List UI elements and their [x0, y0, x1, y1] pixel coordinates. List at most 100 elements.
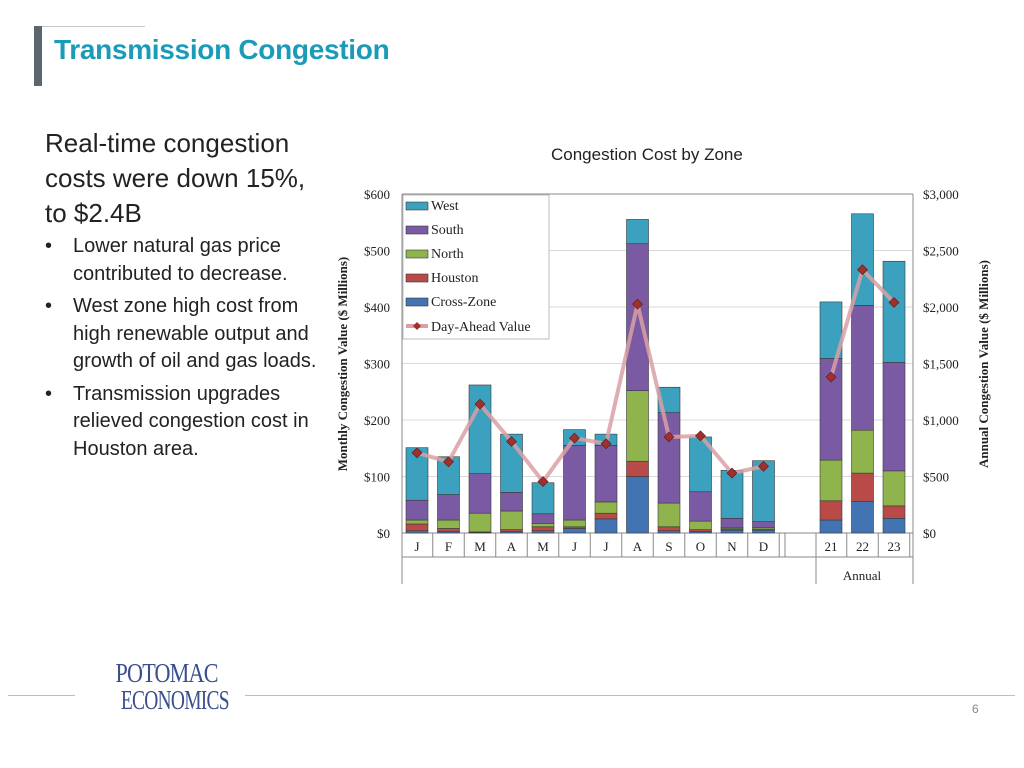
- bar-segment-houston: [594, 512, 618, 520]
- month-tick-label: M: [474, 539, 486, 554]
- bar-segment-cross-zone: [563, 528, 586, 534]
- month-tick-label: A: [507, 539, 517, 554]
- bar-segment-cross-zone: [626, 476, 649, 534]
- bar-segment-cross-zone: [531, 530, 555, 534]
- legend-label: West: [431, 199, 459, 214]
- month-tick-label: F: [445, 539, 452, 554]
- bar-segment-houston: [531, 526, 555, 532]
- legend-label: Cross-Zone: [431, 295, 496, 310]
- left-tick-label: $0: [377, 526, 390, 541]
- bar-segment-south: [594, 445, 618, 503]
- bar-segment-south: [752, 521, 775, 528]
- bar-segment-south: [405, 499, 429, 521]
- bar-segment-west: [882, 260, 906, 363]
- month-tick-label: S: [665, 539, 672, 554]
- bar-segment-north: [468, 512, 492, 533]
- month-tick-label: A: [633, 539, 643, 554]
- month-tick-label: O: [696, 539, 705, 554]
- bar-segment-north: [657, 502, 681, 528]
- bar-segment-west: [626, 219, 649, 245]
- chart-title: Congestion Cost by Zone: [551, 145, 743, 164]
- left-tick-label: $200: [364, 413, 390, 428]
- bar-segment-south: [882, 362, 906, 472]
- bar-segment-cross-zone: [882, 518, 906, 534]
- bar-segment-south: [500, 492, 523, 512]
- month-tick-label: J: [603, 539, 608, 554]
- bar-segment-houston: [851, 472, 874, 502]
- bar-segment-houston: [405, 523, 429, 532]
- title-rule: [42, 26, 145, 27]
- left-tick-label: $500: [364, 244, 390, 259]
- bullet-text: Transmission upgrades relieved congestio…: [73, 382, 309, 460]
- right-tick-label: $1,500: [923, 357, 959, 372]
- bar-segment-south: [563, 445, 586, 521]
- day-ahead-marker: [443, 456, 454, 468]
- bullet-item: • Lower natural gas price contributed to …: [45, 233, 335, 288]
- day-ahead-marker: [726, 467, 738, 479]
- right-tick-label: $2,000: [923, 300, 959, 315]
- legend-label: North: [431, 247, 464, 262]
- bar-segment-west: [531, 482, 555, 515]
- month-tick-label: J: [414, 539, 419, 554]
- bar-segment-cross-zone: [752, 529, 775, 534]
- month-tick-label: N: [727, 539, 737, 554]
- bar-segment-cross-zone: [594, 518, 618, 534]
- bar-segment-cross-zone: [720, 529, 744, 534]
- bar-segment-south: [689, 491, 712, 522]
- bar-segment-houston: [819, 500, 843, 521]
- bar-segment-south: [626, 243, 649, 391]
- bullet-list: • Lower natural gas price contributed to …: [45, 233, 335, 468]
- bar-segment-west: [819, 301, 843, 359]
- left-tick-label: $100: [364, 470, 390, 485]
- day-ahead-marker: [825, 371, 837, 383]
- slide-title: Transmission Congestion: [54, 34, 390, 65]
- year-tick-label: 21: [825, 539, 838, 554]
- bar-segment-west: [752, 460, 775, 522]
- day-ahead-marker: [758, 460, 769, 472]
- annual-group-label: Annual: [843, 568, 882, 583]
- bar-segment-north: [563, 519, 586, 528]
- bullet-item: • West zone high cost from high renewable…: [45, 293, 335, 376]
- day-ahead-marker: [695, 430, 706, 442]
- bar-segment-north: [819, 459, 843, 502]
- bar-segment-cross-zone: [405, 530, 429, 534]
- bar-segment-south: [657, 412, 681, 504]
- bullet-dot: •: [45, 235, 53, 257]
- right-tick-label: $0: [923, 526, 936, 541]
- bar-segment-south: [437, 494, 460, 521]
- legend-swatch: [405, 201, 429, 211]
- day-ahead-marker: [506, 436, 517, 447]
- day-ahead-marker: [537, 476, 549, 488]
- headline: Real-time congestion costs were down 15%…: [45, 128, 306, 228]
- left-tick-label: $300: [364, 357, 390, 372]
- bar-segment-north: [531, 523, 555, 528]
- congestion-chart: $0 $100 $200 $300 $400 $500 $600 $0 $500 $1,000 $1…: [335, 187, 991, 584]
- potomac-economics-logo: POTOMAC ECONOMICS: [106, 658, 230, 714]
- legend-box: [402, 194, 550, 340]
- logo-line-1: POTOMAC: [115, 658, 219, 688]
- footer-rule-right: [245, 695, 1015, 696]
- day-ahead-marker: [663, 431, 675, 443]
- bar-segment-north: [689, 520, 712, 530]
- bar-segment-houston: [437, 528, 460, 532]
- title-accent-bar: [34, 26, 42, 86]
- bar-segment-west: [468, 384, 492, 474]
- day-ahead-marker: [857, 264, 868, 276]
- bar-segment-north: [594, 501, 618, 514]
- bar-segment-houston: [882, 505, 906, 519]
- bar-segment-north: [405, 519, 429, 525]
- left-tick-label: $600: [364, 187, 390, 202]
- bar-segment-south: [851, 305, 874, 431]
- left-axis-title: Monthly Congestion Value ($ Millions): [335, 257, 350, 472]
- bullet-dot: •: [45, 382, 53, 405]
- month-tick-label: M: [537, 539, 549, 554]
- bar-segment-north: [882, 470, 906, 507]
- bar-segment-south: [468, 473, 492, 514]
- footer-rule-left: [8, 695, 75, 696]
- day-ahead-marker: [411, 447, 423, 459]
- bar-segment-houston: [626, 460, 649, 477]
- day-ahead-marker: [569, 432, 580, 444]
- right-axis-title: Annual Congestion Value ($ Millions): [976, 260, 991, 468]
- right-tick-label: $500: [923, 470, 949, 485]
- year-tick-label: 22: [856, 539, 869, 554]
